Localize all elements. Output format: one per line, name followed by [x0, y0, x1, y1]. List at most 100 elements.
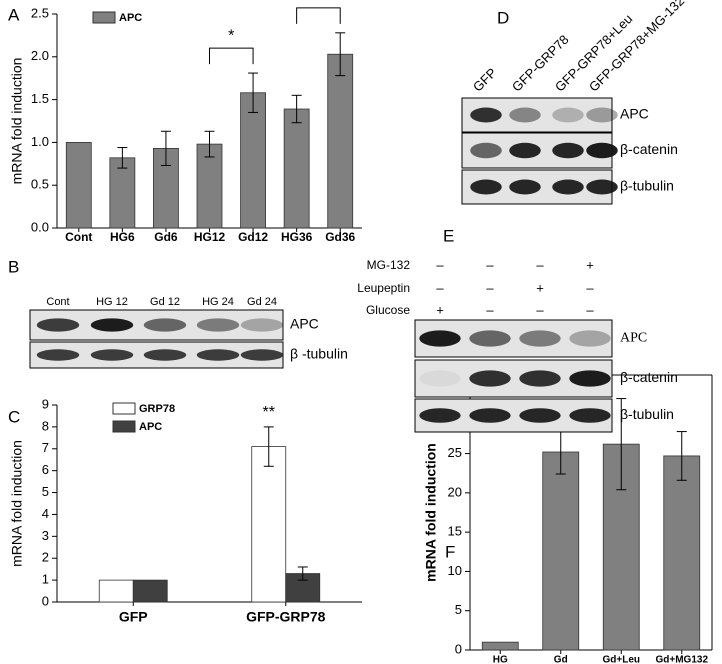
- y-axis-title: mRNA fold induction: [9, 440, 25, 567]
- y-tick-label: 0.0: [31, 219, 49, 234]
- blot-band: [470, 107, 502, 123]
- blot-band: [519, 330, 561, 347]
- blot-band: [143, 349, 187, 361]
- x-tick-label: HG: [493, 655, 508, 664]
- y-tick-label: 7: [42, 440, 49, 455]
- blot-band: [240, 349, 284, 361]
- blot-band: [90, 349, 134, 361]
- row-label: APC: [620, 331, 647, 346]
- x-tick-label: Gd+MG132: [655, 655, 708, 664]
- significance-bracket: [296, 7, 341, 24]
- blot-band: [509, 142, 541, 159]
- row-label: APC: [290, 316, 319, 332]
- error-bar: [335, 32, 346, 77]
- bar: [481, 641, 519, 651]
- y-tick-label: 8: [42, 418, 49, 433]
- condition-sign: –: [536, 257, 544, 272]
- blot-band: [419, 370, 461, 387]
- panel-label: A: [8, 5, 20, 24]
- blot-band: [469, 408, 511, 423]
- legend-label: APC: [139, 421, 162, 433]
- blot-band: [552, 142, 584, 159]
- y-tick-label: 3: [42, 528, 49, 543]
- error-bar: [616, 398, 627, 491]
- condition-sign: –: [586, 280, 594, 295]
- y-tick-label: 1: [42, 572, 49, 587]
- row-label: β-tubulin: [620, 406, 674, 422]
- y-tick-label: 9: [42, 396, 49, 411]
- error-bar: [248, 72, 259, 113]
- row-label: APC: [620, 106, 649, 122]
- row-label: β-tubulin: [620, 178, 674, 194]
- y-tick-label: 0: [42, 593, 49, 608]
- panel-label: F: [445, 542, 455, 561]
- error-bar: [160, 130, 171, 167]
- bar: [65, 141, 92, 229]
- y-tick-label: 4: [42, 506, 49, 521]
- blot-band: [586, 179, 618, 195]
- condition-sign: +: [586, 257, 594, 272]
- condition-label: Leupeptin: [357, 281, 410, 295]
- lane-label: HG 24: [202, 296, 234, 308]
- condition-sign: –: [486, 257, 494, 272]
- blot-band: [196, 318, 240, 332]
- condition-sign: –: [486, 280, 494, 295]
- y-axis-title: mRNA fold induction: [423, 443, 439, 582]
- blot-band: [143, 318, 187, 332]
- significance-mark: **: [263, 404, 275, 421]
- legend-swatch: [92, 11, 116, 24]
- x-tick-label: Gd36: [325, 230, 355, 244]
- error-bar: [117, 147, 128, 169]
- blot-band: [36, 349, 80, 361]
- panel-label: C: [8, 407, 20, 426]
- blot-band: [240, 318, 284, 332]
- error-bar: [676, 431, 687, 481]
- y-tick-label: 1.0: [31, 134, 49, 149]
- x-tick-label: Cont: [65, 230, 92, 244]
- legend-swatch: [112, 402, 136, 415]
- blot-band: [36, 318, 80, 332]
- lane-label: Gd 24: [247, 296, 277, 308]
- legend-label: GRP78: [139, 403, 175, 415]
- condition-sign: –: [586, 302, 594, 317]
- bar: [663, 455, 701, 651]
- condition-sign: –: [436, 280, 444, 295]
- x-tick-label: HG6: [110, 230, 135, 244]
- y-tick-label: 6: [42, 462, 49, 477]
- y-tick-label: 10: [448, 563, 462, 578]
- blot-band: [469, 330, 511, 347]
- panel-label: D: [497, 8, 509, 27]
- condition-sign: +: [536, 280, 544, 295]
- error-bar: [204, 130, 215, 158]
- condition-sign: –: [536, 302, 544, 317]
- blot-band: [469, 370, 511, 387]
- blot-band: [552, 107, 584, 123]
- blot-band: [569, 408, 611, 423]
- y-tick-label: 5: [42, 484, 49, 499]
- blot-band: [419, 330, 461, 347]
- error-bar: [297, 566, 308, 581]
- blot-band: [552, 179, 584, 195]
- condition-sign: –: [486, 302, 494, 317]
- x-tick-label: HG12: [194, 230, 226, 244]
- x-tick-label: Gd: [554, 655, 568, 664]
- y-tick-label: 2.0: [31, 48, 49, 63]
- significance-mark: *: [228, 27, 234, 44]
- condition-sign: –: [436, 257, 444, 272]
- bar: [251, 446, 287, 603]
- bar: [132, 579, 168, 603]
- blot-band: [470, 142, 502, 159]
- y-tick-label: 20: [448, 484, 462, 499]
- blot-band: [509, 179, 541, 195]
- row-label: β-catenin: [620, 141, 678, 157]
- blot-band: [586, 107, 618, 123]
- y-tick-label: 0.5: [31, 177, 49, 192]
- bar: [542, 451, 580, 651]
- blot-band: [569, 330, 611, 347]
- y-axis-title: mRNA fold induction: [9, 58, 25, 185]
- y-tick-label: 15: [448, 524, 462, 539]
- bar: [283, 108, 310, 229]
- x-tick-label: GFP: [119, 609, 148, 625]
- blot-band: [519, 408, 561, 423]
